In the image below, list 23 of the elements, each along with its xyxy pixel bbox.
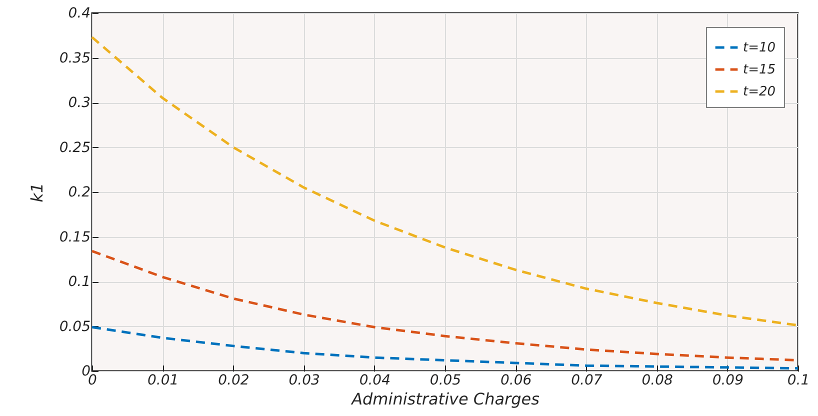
x-tick-label: 0.1 — [787, 372, 810, 388]
x-tick-label: 0.03 — [288, 372, 320, 388]
y-tick-label: 0.15 — [59, 229, 91, 246]
y-tick-label: 0.35 — [59, 50, 91, 66]
x-tick-label: 0.08 — [642, 372, 673, 388]
y-axis-title: k1 — [27, 182, 46, 202]
y-tick-label: 0.25 — [59, 140, 91, 156]
x-tick-label: 0.02 — [218, 372, 250, 388]
x-tick-label: 0.04 — [359, 372, 390, 388]
x-tick-label: 0.09 — [712, 372, 744, 388]
y-tick-label: 0.05 — [59, 318, 91, 335]
x-tick-label: 0.06 — [500, 372, 532, 388]
x-tick-label: 0.05 — [430, 372, 462, 388]
legend-label: t=10 — [743, 40, 776, 56]
x-tick-label: 0.01 — [148, 372, 179, 388]
y-tick-label: 0.2 — [68, 184, 91, 200]
y-tick-label: 0.4 — [68, 6, 90, 22]
y-tick-label: 0.1 — [68, 274, 90, 290]
x-tick-label: 0.07 — [571, 372, 602, 388]
legend-label: t=20 — [743, 84, 776, 100]
legend-label: t=15 — [743, 62, 776, 78]
x-axis-title: Administrative Charges — [350, 390, 540, 408]
y-tick-label: 0.3 — [68, 95, 90, 111]
